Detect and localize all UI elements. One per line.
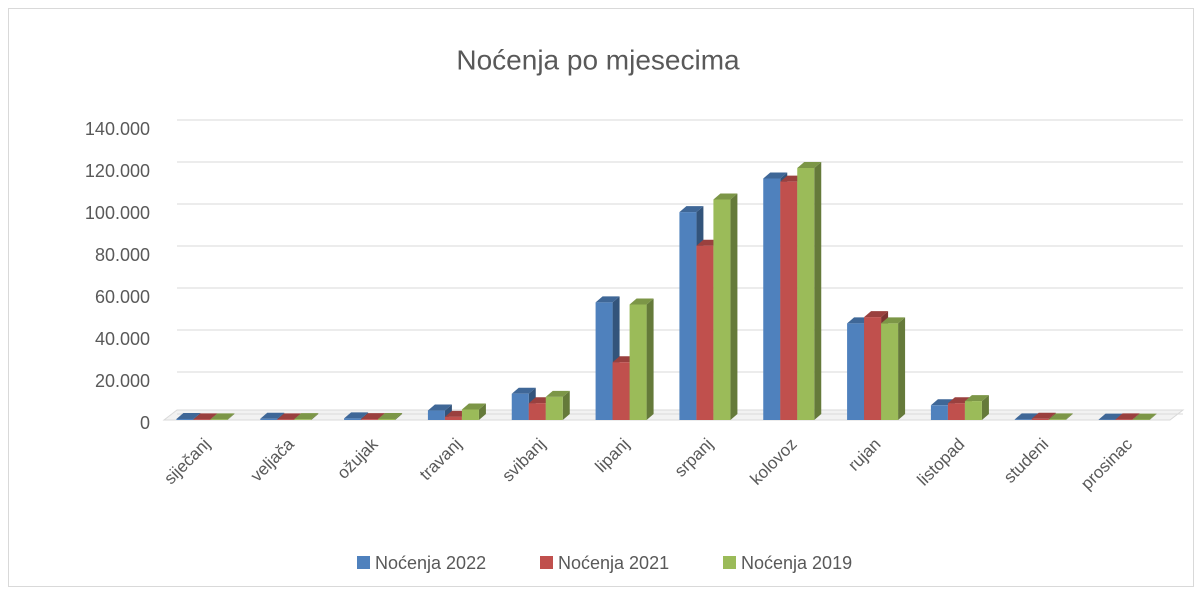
bar-top: [1014, 413, 1039, 420]
bar: [612, 362, 630, 420]
bar-top: [193, 413, 218, 420]
bar-side: [1149, 413, 1157, 420]
bar: [1048, 419, 1066, 420]
bar: [176, 418, 194, 420]
bar-side: [730, 193, 738, 420]
bar-side: [646, 298, 654, 420]
bar: [511, 393, 529, 420]
bar-side: [1065, 413, 1073, 420]
bar: [528, 403, 546, 420]
bar: [930, 405, 948, 420]
bar: [780, 181, 798, 420]
bar: [193, 419, 211, 420]
bar-top: [511, 387, 536, 394]
bar: [260, 418, 278, 420]
bar: [847, 323, 865, 420]
bar: [1115, 419, 1133, 420]
bar: [964, 401, 982, 420]
bar-side: [395, 412, 403, 420]
bar-top: [210, 413, 235, 420]
bar: [797, 168, 815, 420]
chart-title: Noćenja po mjesecima: [456, 44, 740, 75]
bar: [210, 419, 228, 420]
bar-side: [562, 390, 570, 420]
legend-label: Noćenja 2022: [375, 553, 486, 573]
bar-top: [344, 412, 369, 419]
bar-top: [964, 395, 989, 402]
legend-swatch: [540, 556, 553, 569]
y-tick-label: 20.000: [95, 371, 150, 391]
bar: [427, 410, 445, 420]
bar-top: [595, 296, 620, 303]
bar: [277, 419, 295, 420]
bar-top: [797, 162, 822, 168]
bar-top: [260, 412, 285, 419]
bar-side: [814, 162, 822, 420]
bar-top: [277, 413, 302, 420]
y-tick-label: 60.000: [95, 287, 150, 307]
y-tick-label: 100.000: [85, 203, 150, 223]
bar: [763, 178, 781, 420]
bar-side: [311, 413, 319, 420]
bar-top: [176, 412, 201, 419]
bar: [696, 245, 714, 420]
legend-swatch: [357, 556, 370, 569]
bar-side: [478, 403, 486, 420]
bar: [881, 323, 899, 420]
floor: [162, 409, 1185, 421]
legend-swatch: [723, 556, 736, 569]
chart-frame: [8, 8, 1194, 587]
bar-top: [1132, 413, 1157, 420]
bar-side: [898, 317, 906, 420]
bar-side: [981, 395, 989, 420]
bar: [679, 212, 697, 420]
bar: [947, 403, 965, 420]
bar-top: [1031, 412, 1056, 419]
bar: [864, 317, 882, 420]
legend-label: Noćenja 2021: [558, 553, 669, 573]
bar-top: [713, 193, 738, 200]
y-tick-label: 120.000: [85, 161, 150, 181]
bar: [461, 409, 479, 420]
bar-top: [679, 206, 704, 213]
bar-top: [461, 403, 486, 410]
y-tick-label: 40.000: [95, 329, 150, 349]
bar: [378, 418, 396, 420]
bar-top: [361, 413, 386, 420]
bar-top: [864, 311, 889, 318]
bar-top: [545, 390, 570, 397]
bar: [294, 419, 312, 420]
bar-top: [1048, 413, 1073, 420]
bar-top: [294, 413, 319, 420]
bar: [361, 419, 379, 420]
y-tick-label: 80.000: [95, 245, 150, 265]
bar-top: [763, 172, 788, 179]
bar-top: [1098, 413, 1123, 420]
bar-top: [629, 298, 654, 305]
bar: [1031, 418, 1049, 420]
bar: [545, 396, 563, 420]
bar: [444, 416, 462, 420]
bar-top: [1115, 413, 1140, 420]
bar: [1014, 419, 1032, 420]
bar-side: [227, 413, 235, 420]
legend-label: Noćenja 2019: [741, 553, 852, 573]
y-tick-label: 0: [140, 413, 150, 433]
bar: [713, 199, 731, 420]
bar: [629, 304, 647, 420]
bar: [595, 302, 613, 420]
bar-top: [378, 412, 403, 419]
bar-top: [427, 404, 452, 411]
bar-top: [881, 317, 906, 324]
bar: [344, 418, 362, 420]
y-tick-label: 140.000: [85, 119, 150, 139]
